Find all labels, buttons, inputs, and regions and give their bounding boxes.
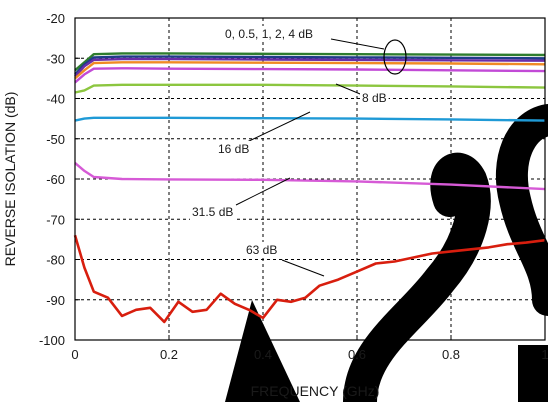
series-line bbox=[74, 161, 546, 191]
annotation-background bbox=[223, 26, 316, 42]
watermark-mark bbox=[225, 300, 300, 402]
annotation-label: 16 dB bbox=[218, 142, 249, 156]
x-tick-label: 0 bbox=[71, 347, 78, 362]
annotation-background bbox=[244, 242, 280, 258]
annotation-label: 31.5 dB bbox=[192, 205, 233, 219]
watermark-mark bbox=[495, 104, 548, 316]
x-tick-label: 1 bbox=[541, 347, 548, 362]
y-tick-label: -100 bbox=[39, 333, 65, 348]
annotation-ellipse bbox=[383, 39, 407, 75]
y-tick-label: -40 bbox=[46, 92, 65, 107]
y-tick-label: -50 bbox=[46, 132, 65, 147]
series-line bbox=[74, 57, 546, 78]
series-line bbox=[74, 83, 546, 94]
annotation-background bbox=[190, 204, 236, 220]
annotation-label: 63 dB bbox=[246, 243, 277, 257]
annotation-leader bbox=[281, 259, 325, 277]
x-tick-label: 0.8 bbox=[442, 347, 460, 362]
watermark bbox=[225, 104, 548, 402]
series-line bbox=[73, 234, 546, 324]
series-line bbox=[74, 67, 546, 84]
y-tick-label: -60 bbox=[46, 172, 65, 187]
series-line bbox=[74, 52, 546, 72]
series-line bbox=[74, 61, 546, 80]
series-line bbox=[74, 55, 546, 76]
series-line bbox=[74, 116, 546, 122]
annotation-label: 8 dB bbox=[362, 91, 387, 105]
x-tick-label: 0.4 bbox=[254, 347, 272, 362]
watermark-mark bbox=[343, 152, 491, 402]
watermark-mark bbox=[518, 345, 548, 402]
annotation-layer: 0, 0.5, 1, 2, 4 dB 8 dB 16 dB 31.5 dB 63 dB bbox=[190, 26, 407, 277]
annotation-background bbox=[216, 141, 252, 157]
annotation-leader bbox=[235, 177, 291, 206]
y-tick-label: -70 bbox=[46, 212, 65, 227]
annotation-label: 0, 0.5, 1, 2, 4 dB bbox=[225, 27, 313, 41]
x-axis-title: FREQUENCY (GHz) bbox=[251, 383, 380, 399]
annotation-background bbox=[360, 90, 389, 106]
series-layer bbox=[73, 52, 546, 324]
y-axis-title: REVERSE ISOLATION (dB) bbox=[2, 92, 18, 267]
y-tick-label: -30 bbox=[46, 51, 65, 66]
y-tick-label: -90 bbox=[46, 293, 65, 308]
x-tick-label: 0.2 bbox=[160, 347, 178, 362]
y-tick-label: -20 bbox=[46, 11, 65, 26]
annotation-leader bbox=[246, 111, 311, 143]
annotation-leader bbox=[330, 38, 385, 50]
x-tick-label: 0.6 bbox=[348, 347, 366, 362]
y-tick-label: -80 bbox=[46, 253, 65, 268]
tick-layer: 0 0.2 0.4 0.6 0.8 1 -100 -90 -80 -70 -60 -50 -40 -30 -… bbox=[39, 11, 548, 362]
